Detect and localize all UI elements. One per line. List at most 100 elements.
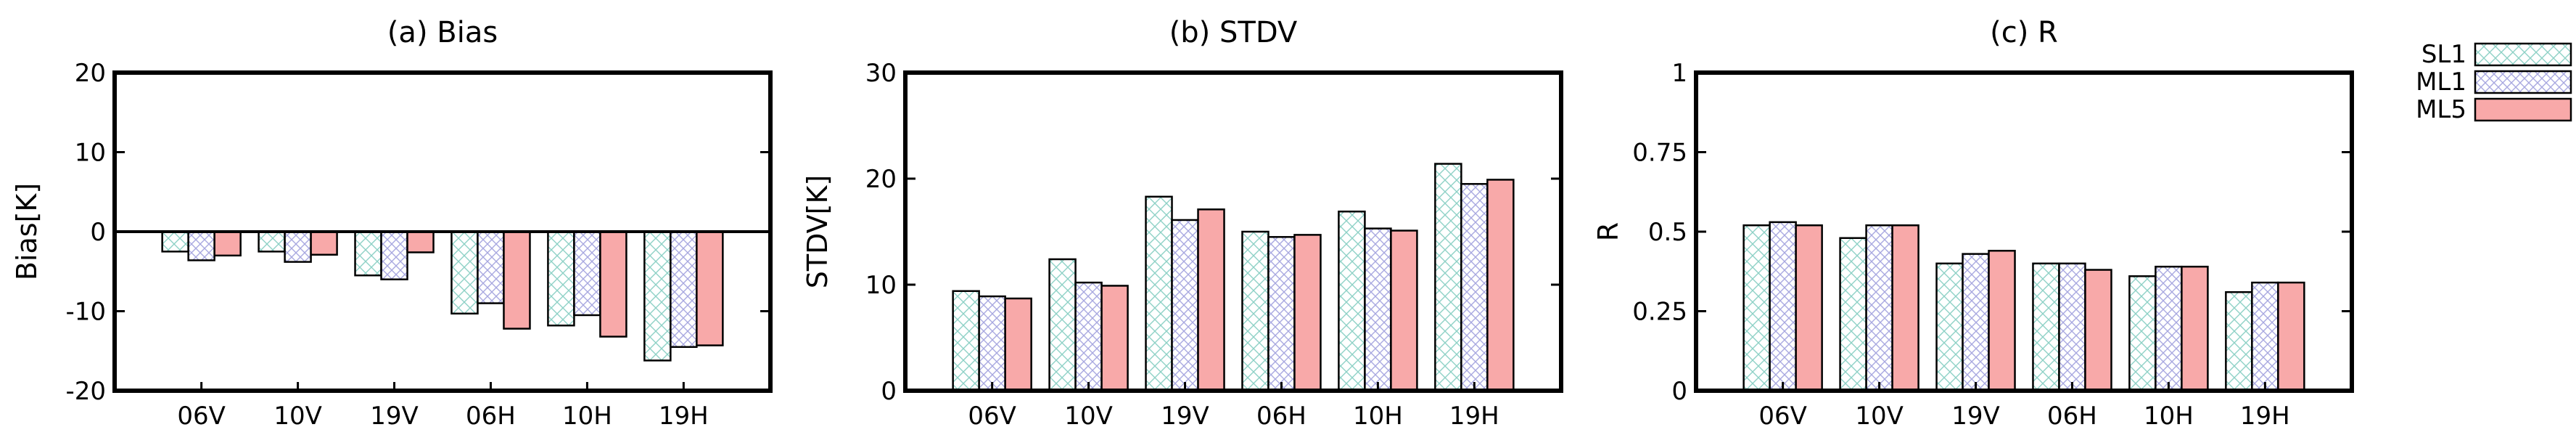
legend-label: ML1 (2416, 68, 2466, 97)
bar-ml5-06v (1004, 297, 1032, 392)
bar-sl1-06h (1241, 230, 1270, 392)
bar-ml1-19v (1962, 253, 1990, 392)
bar-ml5-19h (2277, 281, 2305, 392)
y-tick-label: 0 (1671, 377, 1687, 406)
x-tick-label: 06V (177, 402, 226, 431)
y-tick-label: 1 (1671, 59, 1687, 88)
bar-ml1-19h (1460, 183, 1489, 392)
chart-panel-3: 0 0.25 0.5 0.75 1 06V 10V 19V 06H 10H 19H (c) R R (1592, 16, 2354, 431)
bar-ml1-06h (2058, 262, 2086, 392)
bar-ml5-10h (2181, 265, 2209, 392)
bar-ml1-19v (1171, 219, 1199, 392)
bar-sl1-19v (1935, 262, 1964, 392)
chart-title: (b) STDV (1169, 16, 1298, 49)
x-tick-label: 10V (1855, 402, 1904, 431)
y-axis-label: STDV[K] (802, 175, 834, 289)
bar-ml1-10v (1865, 224, 1893, 392)
bar-ml5-06h (503, 230, 531, 330)
bar-ml1-10v (284, 230, 312, 263)
x-tick-label: 10H (562, 402, 612, 431)
bar-sl1-10v (258, 230, 286, 253)
y-tick-label: 20 (75, 59, 106, 88)
bar-ml1-10v (1074, 281, 1103, 392)
bar-sl1-10v (1839, 237, 1867, 392)
chart-panel-1: -20 -10 0 10 20 06V 10V 19V 06H 10H 19H (a) Bias Bia… (11, 16, 773, 431)
legend-swatch (2474, 97, 2572, 122)
legend-entry-ml5: ML5 (2416, 95, 2572, 124)
x-tick-label: 10V (1064, 402, 1113, 431)
chart-title: (c) R (1990, 16, 2058, 49)
bar-sl1-06v (1742, 224, 1771, 392)
y-axis-label: R (1592, 222, 1624, 241)
bar-ml1-19v (380, 230, 408, 280)
x-tick-label: 19V (1161, 402, 1209, 431)
x-tick-label: 06H (466, 402, 516, 431)
bar-ml1-06v (1769, 221, 1797, 392)
x-tick-label: 19H (2240, 402, 2290, 431)
bar-ml5-10h (1390, 229, 1418, 392)
bar-sl1-06h (450, 230, 479, 315)
bar-ml5-19h (696, 230, 724, 346)
bar-ml5-10v (310, 230, 338, 256)
bar-ml1-10h (2155, 265, 2183, 392)
y-axis-label: Bias[K] (11, 183, 43, 280)
bar-ml1-10h (573, 230, 601, 317)
y-tick-label: 0.75 (1632, 139, 1687, 168)
x-tick-label: 06H (1256, 402, 1306, 431)
legend-swatch (2474, 70, 2572, 94)
plot-frame (903, 70, 1563, 393)
y-tick-label: 0.5 (1648, 218, 1687, 247)
bar-ml5-19v (406, 230, 435, 253)
bar-sl1-19v (1145, 195, 1173, 392)
bar-ml5-10v (1100, 285, 1129, 392)
x-tick-label: 19H (1449, 402, 1499, 431)
bar-sl1-06v (952, 290, 980, 392)
bar-ml1-19h (670, 230, 698, 349)
y-tick-label: 10 (75, 139, 106, 168)
x-tick-label: 06V (968, 402, 1016, 431)
x-tick-label: 06V (1758, 402, 1807, 431)
bar-ml1-06h (477, 230, 505, 304)
bar-sl1-19h (1434, 163, 1462, 392)
y-tick-label: 0.25 (1632, 298, 1687, 327)
bar-ml1-10h (1364, 227, 1392, 392)
x-tick-label: 19V (370, 402, 419, 431)
bar-sl1-19h (643, 230, 672, 362)
legend-label: SL1 (2421, 40, 2466, 69)
bar-sl1-06v (161, 230, 189, 253)
y-tick-label: 10 (865, 271, 897, 300)
bar-ml5-06v (213, 230, 242, 257)
bar-sl1-19v (354, 230, 382, 277)
y-tick-label: 0 (881, 377, 897, 406)
y-tick-label: 0 (90, 218, 106, 247)
bar-ml1-06v (187, 230, 215, 261)
y-tick-label: -10 (65, 298, 106, 327)
bar-ml5-10v (1891, 224, 1919, 392)
legend-label: ML5 (2416, 95, 2466, 124)
x-tick-label: 19V (1951, 402, 2000, 431)
bar-sl1-10h (2128, 275, 2157, 392)
bar-sl1-06h (2032, 262, 2060, 392)
bar-ml5-10h (599, 230, 627, 338)
legend-entry-ml1: ML1 (2416, 68, 2572, 97)
x-tick-label: 19H (659, 402, 709, 431)
bar-sl1-10h (547, 230, 575, 327)
bar-ml5-19h (1486, 179, 1515, 392)
bar-sl1-10v (1048, 258, 1077, 392)
x-tick-label: 10V (273, 402, 322, 431)
x-tick-label: 06H (2047, 402, 2097, 431)
bar-ml5-19v (1988, 250, 2016, 392)
bar-ml5-06h (1293, 234, 1322, 392)
chart-panel-2: 0 10 20 30 06V 10V 19V 06H 10H 19H (b) STDV STDV[K] (802, 16, 1563, 431)
bar-ml5-19v (1197, 208, 1225, 392)
legend-swatch (2474, 42, 2572, 67)
y-tick-label: 30 (865, 59, 897, 88)
bar-ml5-06h (2084, 269, 2112, 392)
bar-ml1-06h (1267, 236, 1296, 392)
bar-ml5-06v (1795, 224, 1823, 392)
bar-ml1-06v (978, 295, 1006, 392)
y-tick-label: 20 (865, 165, 897, 194)
y-tick-label: -20 (65, 377, 106, 406)
